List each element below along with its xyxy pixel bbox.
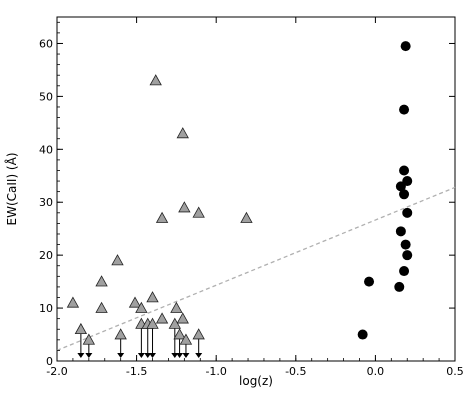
data-point-triangle-upper-limit: [82, 333, 96, 345]
data-point-triangle-upper-limit: [179, 333, 193, 345]
data-point-triangle: [155, 211, 169, 223]
data-point-triangle-upper-limit: [114, 328, 127, 340]
x-tick-label: -0.5: [285, 365, 306, 378]
y-tick-label: 10: [39, 302, 53, 315]
data-point-triangle: [170, 301, 183, 313]
upper-limit-arrowhead: [182, 353, 190, 358]
data-point-triangle-upper-limit: [168, 317, 181, 329]
data-point-triangle: [128, 296, 142, 308]
data-point-triangle-upper-limit: [74, 322, 88, 335]
data-point-triangle: [192, 206, 205, 218]
data-point-circle: [394, 281, 405, 292]
x-tick-label: -1.5: [126, 365, 147, 378]
data-point-circle: [402, 207, 413, 218]
upper-limit-arrowhead: [195, 353, 203, 358]
upper-limit-arrowhead: [176, 353, 184, 358]
data-marks: [56, 41, 456, 358]
upper-limit-arrowhead: [117, 353, 125, 358]
data-point-triangle-upper-limit: [192, 328, 205, 340]
data-point-triangle: [176, 127, 189, 139]
x-axis-label: log(z): [239, 374, 273, 388]
data-point-triangle: [95, 275, 108, 287]
upper-limit-arrowhead: [171, 353, 179, 358]
data-point-circle: [395, 181, 406, 192]
y-tick-label: 40: [39, 143, 53, 156]
y-tick-label: 60: [39, 37, 53, 50]
data-point-triangle: [149, 74, 162, 86]
data-point-circle: [399, 266, 410, 277]
data-point-circle: [395, 226, 406, 237]
data-point-circle: [364, 276, 375, 287]
upper-limit-arrowhead: [144, 353, 152, 358]
y-tick-label: 0: [46, 355, 53, 368]
data-point-triangle-upper-limit: [146, 317, 159, 329]
y-tick-label: 50: [39, 90, 53, 103]
x-tick-label: -1.0: [205, 365, 226, 378]
y-axis-label: EW(CaII) (Å): [4, 152, 19, 225]
data-point-circle: [402, 250, 413, 261]
data-point-circle: [357, 329, 368, 340]
data-point-circle: [399, 189, 410, 200]
data-point-triangle: [176, 312, 189, 324]
data-point-triangle: [66, 296, 80, 308]
data-point-triangle: [111, 254, 124, 266]
upper-limit-arrowhead: [85, 353, 93, 358]
upper-limit-arrowhead: [137, 353, 145, 358]
x-tick-label: -2.0: [46, 365, 67, 378]
data-point-triangle: [146, 291, 159, 303]
data-point-triangle: [155, 312, 169, 324]
data-point-circle: [399, 165, 410, 176]
y-tick-label: 30: [39, 196, 53, 209]
x-tick-label: 0.0: [367, 365, 385, 378]
data-point-circle: [400, 239, 411, 250]
y-tick-label: 20: [39, 249, 53, 262]
axis-ticks: -2.0 -1.5 -1.0 -0.5 0.0 0.5 0 10 20 30 40 50 60: [39, 17, 464, 378]
upper-limit-arrowhead: [149, 353, 157, 358]
fit-line: [56, 186, 456, 352]
x-tick-label: 0.5: [446, 365, 464, 378]
upper-limit-arrowhead: [77, 353, 85, 358]
data-point-circle: [400, 41, 411, 52]
plot-frame: [56, 16, 456, 362]
data-point-triangle: [240, 211, 253, 223]
data-point-triangle-upper-limit: [173, 328, 186, 340]
data-point-triangle: [95, 301, 108, 313]
data-point-circle: [399, 104, 410, 115]
data-point-triangle: [135, 301, 148, 313]
data-point-triangle: [178, 201, 191, 213]
